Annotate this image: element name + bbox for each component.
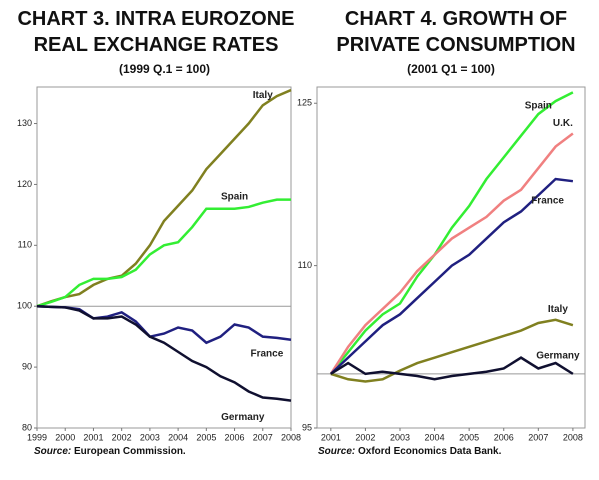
x-tick-label: 2008 <box>281 432 301 442</box>
series-line <box>329 132 574 375</box>
y-tick-label: 80 <box>22 422 32 432</box>
y-tick-label: 110 <box>18 240 32 250</box>
x-tick-label: 2002 <box>112 432 132 442</box>
series-line <box>36 88 292 308</box>
y-tick-label: 90 <box>22 361 32 371</box>
x-tick-label: 2008 <box>563 432 583 442</box>
series-label: Italy <box>253 90 273 101</box>
series-line <box>36 198 291 308</box>
x-tick-label: 2000 <box>55 432 75 442</box>
series-line <box>330 356 574 381</box>
x-tick-label: 2005 <box>459 432 479 442</box>
source-label: Source: <box>318 446 356 457</box>
series-line <box>36 304 292 345</box>
x-tick-label: 2007 <box>528 432 548 442</box>
x-tick-label: 2001 <box>321 432 341 442</box>
chart-subtitle: (2001 Q1 = 100) <box>407 62 495 76</box>
series-label: Italy <box>548 304 568 315</box>
y-tick-label: 100 <box>17 301 32 311</box>
x-tick-label: 2001 <box>83 432 103 442</box>
x-tick-label: 2007 <box>253 432 273 442</box>
x-tick-label: 2004 <box>168 432 188 442</box>
source-text: Oxford Economics Data Bank. <box>358 446 502 457</box>
x-tick-label: 2006 <box>225 432 245 442</box>
x-tick-label: 1999 <box>27 432 47 442</box>
series-label: Spain <box>525 101 552 112</box>
series-line <box>329 177 574 375</box>
x-tick-label: 2006 <box>494 432 514 442</box>
source-text: European Commission. <box>74 446 186 457</box>
x-tick-label: 2003 <box>390 432 410 442</box>
series-label: France <box>531 196 564 207</box>
source-note: Source: Oxford Economics Data Bank. <box>318 446 501 457</box>
series-label: U.K. <box>553 118 573 129</box>
plot-frame <box>316 86 586 429</box>
series-label: Spain <box>221 191 248 202</box>
series-line <box>36 304 292 402</box>
chart-title: CHART 4. GROWTH OF PRIVATE CONSUMPTION <box>336 8 576 56</box>
series-line <box>330 318 574 383</box>
source-label: Source: <box>34 446 72 457</box>
plot-frame <box>36 86 292 429</box>
x-tick-label: 2004 <box>425 432 445 442</box>
y-tick-label: 95 <box>302 422 312 432</box>
y-tick-label: 110 <box>298 260 312 270</box>
x-tick-label: 2003 <box>140 432 160 442</box>
y-tick-label: 125 <box>297 98 312 108</box>
x-tick-label: 2005 <box>196 432 216 442</box>
y-tick-label: 130 <box>17 118 32 128</box>
chart-title: CHART 3. INTRA EUROZONE REAL EXCHANGE RA… <box>17 8 295 56</box>
y-tick-label: 120 <box>17 179 32 189</box>
chart-subtitle: (1999 Q.1 = 100) <box>118 62 211 76</box>
series-line <box>329 91 574 375</box>
series-label: Germany <box>536 351 580 362</box>
series-label: Germany <box>221 412 265 423</box>
source-note: Source: European Commission. <box>34 446 186 457</box>
x-tick-label: 2002 <box>355 432 375 442</box>
series-label: France <box>250 349 283 360</box>
